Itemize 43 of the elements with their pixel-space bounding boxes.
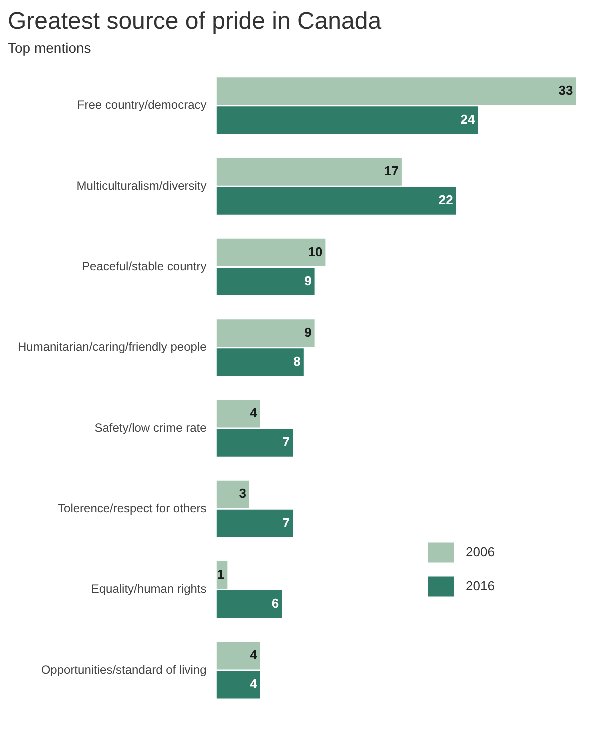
data-label: 24 — [460, 112, 476, 128]
chart-title: Greatest source of pride in Canada — [8, 8, 382, 36]
y-tick-label: Free country/democracy — [77, 98, 207, 112]
data-label: 4 — [250, 676, 258, 692]
data-label: 7 — [282, 515, 290, 530]
bar — [216, 400, 260, 428]
y-tick-label: Peaceful/stable country — [82, 260, 207, 274]
data-label: 4 — [250, 648, 258, 663]
data-label: 22 — [438, 192, 454, 208]
bar — [216, 480, 250, 508]
data-label: 8 — [294, 354, 301, 369]
data-label: 9 — [304, 273, 312, 288]
data-label: 10 — [308, 244, 323, 260]
data-label: 33 — [558, 82, 574, 98]
data-label: 7 — [282, 434, 290, 450]
legend-label: 2006 — [466, 544, 495, 560]
data-label: 9 — [304, 324, 312, 340]
bar — [216, 348, 304, 376]
bar — [216, 268, 315, 296]
bar — [216, 429, 294, 457]
bar — [216, 671, 260, 699]
bar — [216, 106, 478, 134]
bar — [216, 642, 260, 670]
text: Top mentions — [8, 40, 92, 56]
y-tick-label: Multiculturalism/diversity — [76, 178, 207, 193]
y-tick-label: Tolerence/respect for others — [58, 501, 207, 516]
data-label: 17 — [384, 164, 399, 179]
y-tick-label: Safety/low crime rate — [94, 420, 208, 435]
bar — [216, 187, 456, 215]
data-label: 1 — [217, 566, 225, 582]
legend-label: 2016 — [466, 578, 495, 594]
bar — [216, 320, 315, 348]
bar — [216, 510, 294, 538]
bar — [216, 590, 282, 618]
data-label: 3 — [239, 486, 246, 502]
bar — [216, 158, 402, 186]
y-tick-label: Equality/human rights — [91, 582, 207, 596]
data-label: 6 — [272, 596, 280, 611]
bar — [216, 78, 576, 106]
data-label: 4 — [250, 406, 258, 421]
y-tick-label: Opportunities/standard of living — [41, 662, 207, 677]
y-tick-label: Humanitarian/caring/friendly people — [18, 340, 208, 354]
bar — [216, 238, 326, 266]
